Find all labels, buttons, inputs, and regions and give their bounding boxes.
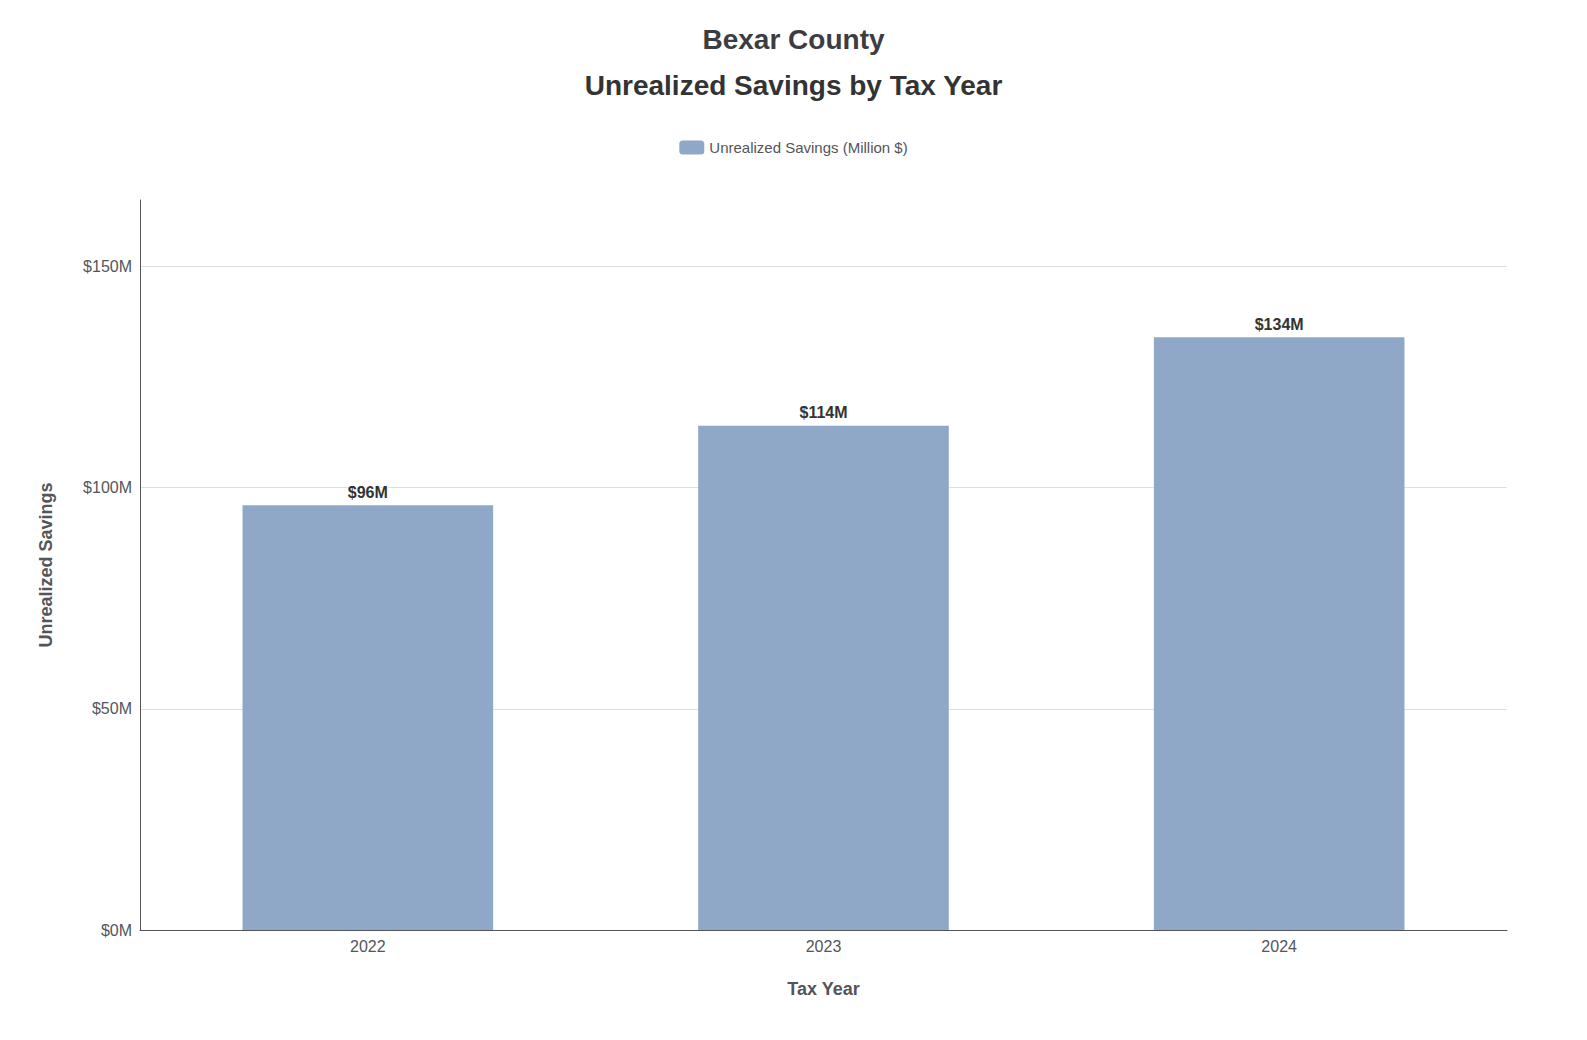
svg-text:Tax Year: Tax Year bbox=[787, 979, 859, 999]
svg-text:2023: 2023 bbox=[806, 938, 842, 955]
svg-text:$100M: $100M bbox=[83, 479, 132, 496]
svg-text:Unrealized Savings by Tax Year: Unrealized Savings by Tax Year bbox=[585, 70, 1003, 101]
svg-text:Unrealized Savings (Million $): Unrealized Savings (Million $) bbox=[709, 139, 907, 156]
svg-text:2024: 2024 bbox=[1261, 938, 1297, 955]
svg-text:Bexar County: Bexar County bbox=[702, 24, 884, 55]
svg-text:$96M: $96M bbox=[348, 484, 388, 501]
svg-text:$150M: $150M bbox=[83, 258, 132, 275]
svg-text:$114M: $114M bbox=[799, 404, 847, 421]
svg-text:$0M: $0M bbox=[101, 922, 132, 939]
svg-text:2022: 2022 bbox=[350, 938, 386, 955]
svg-text:Unrealized Savings: Unrealized Savings bbox=[36, 482, 56, 647]
svg-text:$134M: $134M bbox=[1255, 316, 1304, 333]
svg-text:$50M: $50M bbox=[92, 700, 132, 717]
